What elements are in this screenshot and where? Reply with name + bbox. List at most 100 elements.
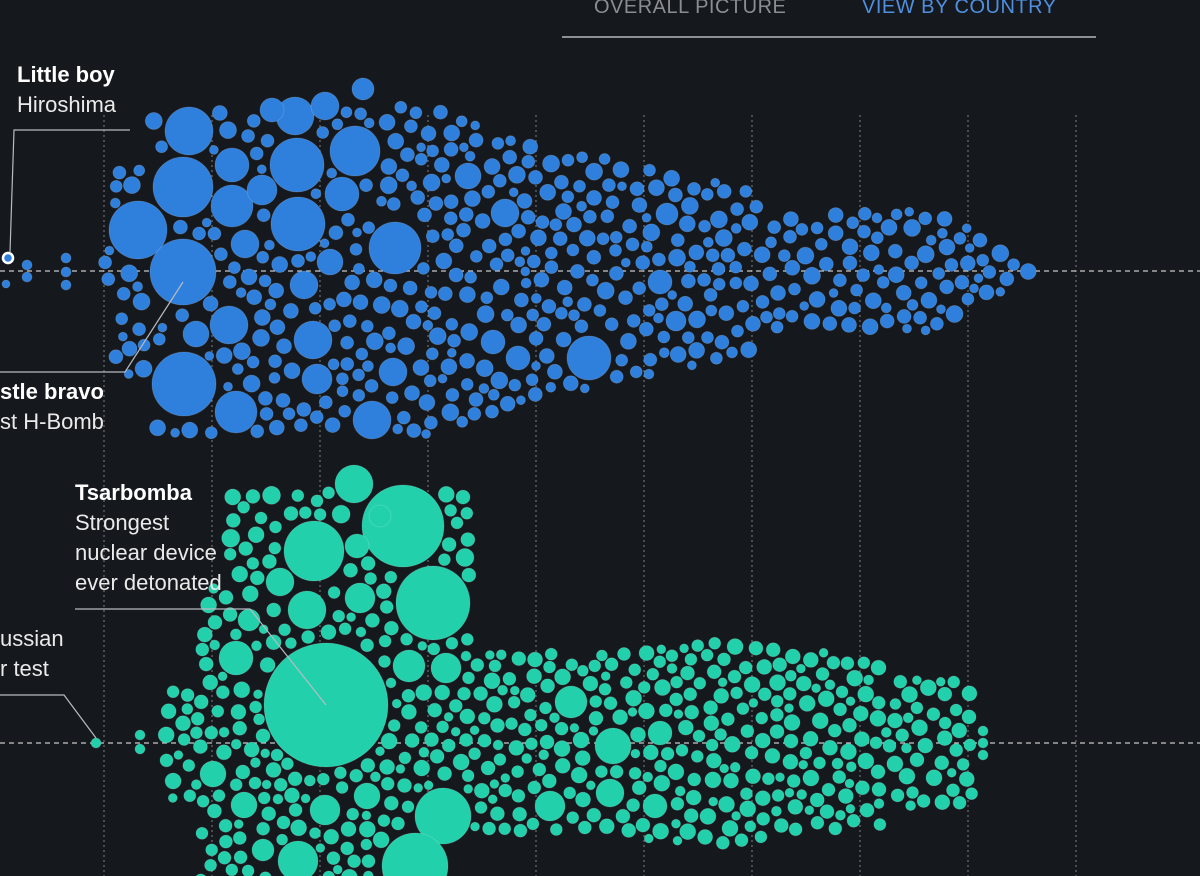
russia-test-dot [679, 823, 697, 840]
russia-test-dot [570, 766, 588, 784]
russia-test-dot [958, 771, 975, 787]
russia-test-dot [276, 833, 289, 846]
russia-test-dot [672, 835, 683, 846]
russia-test-dot [398, 751, 412, 765]
usa-test-dot [609, 243, 622, 257]
russia-test-dot [901, 686, 918, 703]
russia-test-dot [205, 843, 219, 857]
russia-test-dot [217, 850, 232, 865]
russia-test-dot [498, 783, 513, 798]
usa-test-dot [710, 210, 728, 229]
russia-test-dot [310, 494, 324, 508]
usa-test-dot [995, 286, 1006, 297]
russia-test-dot [743, 676, 761, 693]
usa-test-dot [596, 281, 615, 300]
russia-test-dot [195, 642, 210, 657]
usa-test-dot [1007, 258, 1020, 272]
usa-test-dot [586, 249, 602, 265]
usa-test-dot [705, 304, 718, 317]
russia-test-dot [802, 652, 819, 668]
russia-test-dot [796, 789, 808, 800]
usa-test-dot [718, 305, 735, 322]
usa-test-dot [258, 274, 272, 288]
russia-test-dot [525, 737, 538, 751]
russia-test-dot [344, 582, 376, 614]
russia-test-dot [784, 703, 794, 713]
usa-test-dot [414, 152, 428, 166]
russia-test-dot [784, 669, 797, 682]
russia-test-dot [615, 808, 631, 824]
russia-test-dot [757, 687, 772, 702]
usa-test-dot [976, 253, 990, 267]
usa-test-dot [170, 427, 181, 438]
usa-test-dot [395, 168, 410, 183]
russia-test-dot [461, 567, 477, 583]
usa-test-dot [21, 271, 33, 283]
usa-test-dot [340, 106, 353, 119]
russia-test-dot [249, 757, 261, 768]
usa-test-dot [740, 341, 758, 359]
usa-test-dot [796, 246, 815, 265]
russia-test-dot [218, 640, 254, 676]
usa-test-dot [441, 173, 452, 184]
tab-overall-picture[interactable]: OVERALL PICTURE [594, 0, 787, 18]
usa-test-dot [505, 135, 517, 147]
russia-test-dot [684, 653, 698, 666]
annotation-tsarbomba-line: nuclear device [75, 540, 217, 565]
usa-test-dot [396, 410, 411, 425]
russia-test-dot [769, 674, 786, 691]
usa-test-dot [256, 208, 271, 223]
usa-test-dot [490, 371, 509, 390]
russia-test-dot [463, 784, 474, 794]
usa-test-dot [609, 230, 623, 244]
russia-test-dot [502, 671, 517, 686]
russia-test-dot [461, 769, 475, 783]
russia-test-dot [833, 702, 847, 717]
russia-test-dot [276, 815, 291, 830]
tab-view-by-country[interactable]: VIEW BY COUNTRY [862, 0, 1057, 18]
usa-test-dot [739, 184, 753, 198]
russia-test-dot [951, 722, 968, 739]
usa-test-dot [605, 195, 620, 210]
russia-test-dot [554, 721, 569, 736]
usa-test-dot [428, 327, 447, 346]
russia-test-dot [754, 790, 771, 807]
usa-test-dot [368, 221, 422, 275]
russia-test-dot [379, 759, 396, 775]
russia-test-dot [259, 871, 272, 876]
russia-test-dot [280, 757, 294, 771]
usa-test-dot [531, 360, 541, 371]
russia-test-dot [484, 650, 495, 660]
russia-test-dot [934, 755, 950, 771]
russia-test-dot [553, 740, 571, 757]
usa-test-dot [609, 369, 624, 384]
russia-test-dot [782, 753, 799, 770]
usa-test-dot [629, 365, 643, 379]
usa-test-dot [577, 296, 592, 312]
russia-test-dot [534, 790, 566, 822]
russia-test-dot [183, 789, 197, 803]
russia-test-dot [204, 858, 218, 872]
usa-test-dot [492, 173, 507, 188]
usa-test-dot [554, 174, 569, 190]
russia-test-dot [401, 800, 415, 814]
russia-test-dot [385, 677, 397, 689]
russia-test-dot [604, 657, 619, 672]
usa-test-dot [902, 323, 912, 334]
russia-test-dot [898, 767, 916, 785]
russia-test-dot [417, 641, 428, 651]
usa-test-dot [109, 179, 123, 193]
russia-test-dot [598, 682, 612, 696]
russia-test-dot [784, 648, 801, 665]
usa-test-dot [954, 274, 970, 290]
usa-test-dot [536, 316, 552, 332]
russia-test-dot [457, 686, 471, 701]
russia-test-dot [723, 735, 741, 753]
russia-test-dot [217, 671, 228, 682]
usa-test-dot [132, 322, 147, 337]
usa-test-dot [973, 273, 984, 284]
usa-test-dot [562, 296, 574, 308]
russia-test-dot [256, 821, 271, 836]
usa-test-dot [643, 163, 656, 177]
russia-test-dot [283, 787, 300, 804]
